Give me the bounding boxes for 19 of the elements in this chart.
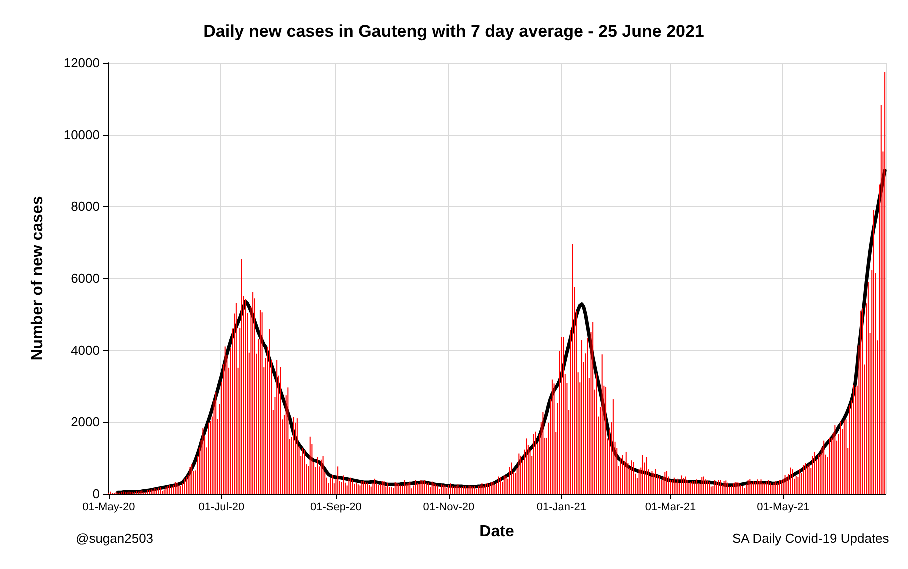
text: SA Daily Covid-19 Updates — [732, 531, 890, 546]
x-tick-label: 01-Jul-20 — [198, 502, 245, 514]
x-tick-label: 01-Jan-21 — [536, 502, 586, 514]
y-tick-label: 4000 — [71, 342, 100, 358]
x-axis-title: Date — [480, 524, 514, 540]
x-tick-label: 01-Mar-21 — [645, 502, 696, 514]
y-tick-label: 6000 — [71, 271, 100, 286]
x-tick-label: 01-May-20 — [82, 502, 136, 514]
x-tick-label: 01-Nov-20 — [423, 502, 475, 514]
y-tick-label: 2000 — [71, 414, 100, 430]
y-tick-label: 8000 — [71, 199, 100, 214]
x-tick-label: 01-May-21 — [757, 502, 810, 514]
y-tick-label: 10000 — [64, 127, 100, 142]
y-axis-title: Number of new cases — [30, 196, 46, 361]
y-tick-label: 12000 — [64, 56, 100, 70]
text: @sugan2503 — [76, 531, 154, 546]
x-tick-label: 01-Sep-20 — [310, 502, 362, 514]
chart-title: Daily new cases in Gauteng with 7 day average - 25 June 2021 — [204, 22, 704, 41]
y-tick-label: 0 — [92, 486, 100, 502]
